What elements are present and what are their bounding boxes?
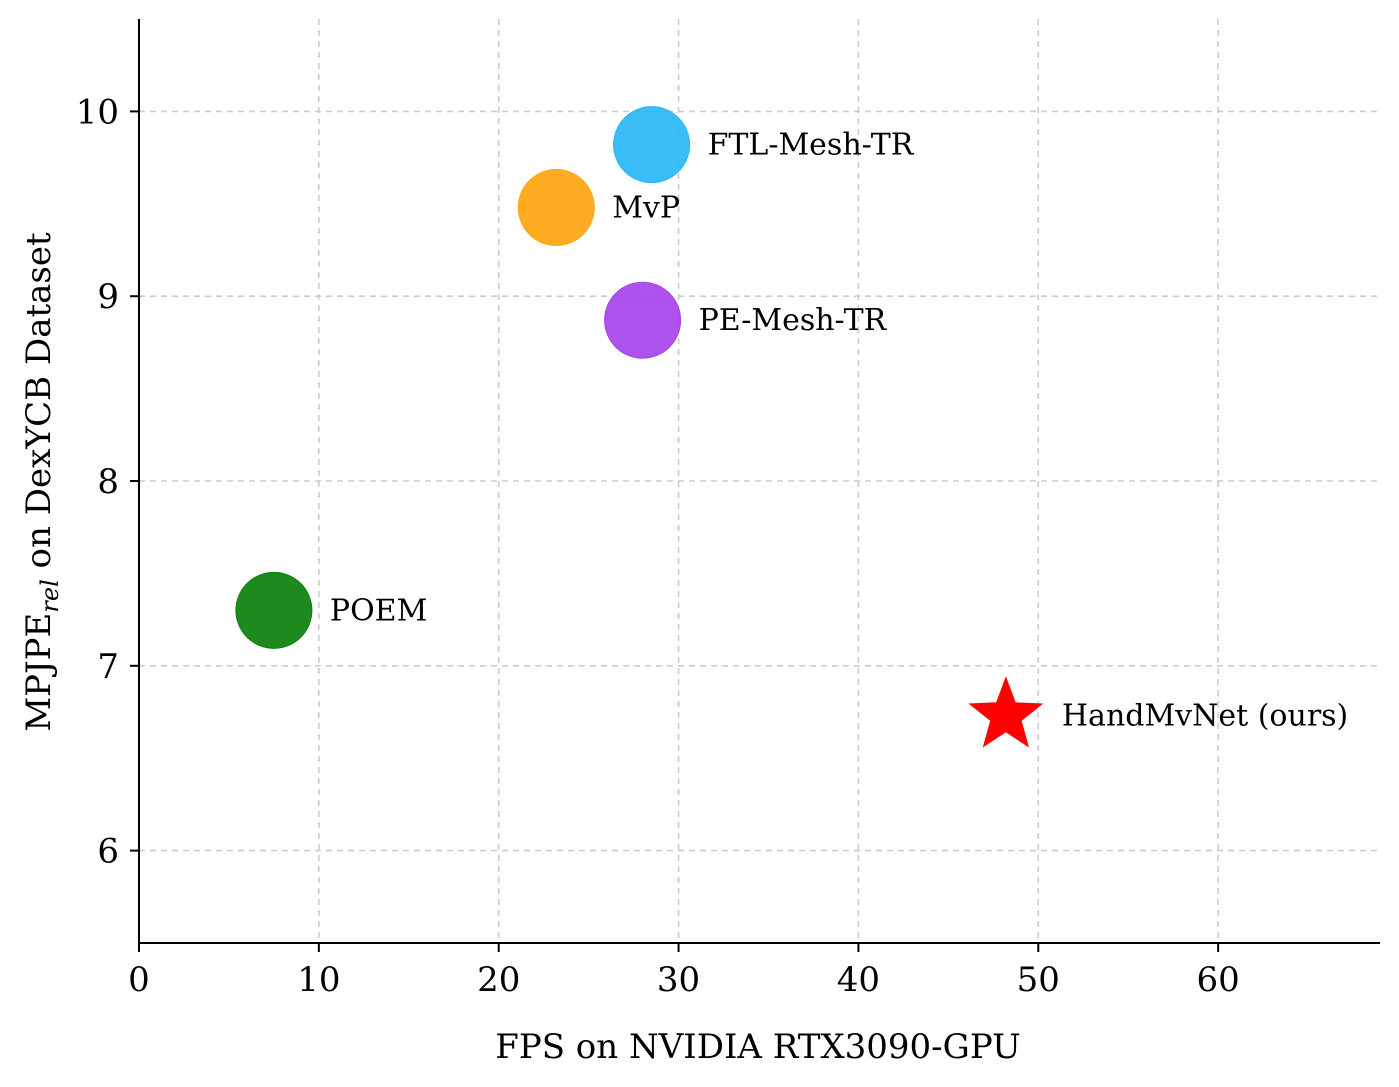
point-label-poem: POEM — [330, 593, 427, 628]
grid-layer — [139, 19, 1380, 943]
point-label-pe-mesh-tr: PE-Mesh-TR — [699, 303, 888, 338]
labels-layer: FTL-Mesh-TR MvP PE-Mesh-TR POEM HandMvNet (o… — [330, 128, 1348, 734]
y-axis-title-main: MPJPE — [19, 613, 59, 732]
point-label-mvp: MvP — [612, 190, 680, 225]
y-tick-label: 7 — [97, 647, 119, 687]
y-axis-title-rest: on DexYCB Dataset — [19, 232, 59, 579]
x-tick-label: 60 — [1196, 960, 1239, 1000]
x-tick-label: 30 — [657, 960, 700, 1000]
point-poem — [235, 571, 313, 649]
point-mvp — [517, 168, 595, 246]
x-tick-label: 0 — [128, 960, 150, 1000]
point-ftl-mesh-tr — [613, 106, 691, 184]
point-label-handmvnet-ours: HandMvNet (ours) — [1062, 699, 1348, 734]
y-axis-title-sub: rel — [36, 579, 64, 612]
point-pe-mesh-tr — [604, 281, 682, 359]
y-tick-label: 9 — [97, 277, 119, 317]
y-tick-label: 6 — [97, 832, 119, 872]
ticks-layer: 0 10 20 30 40 50 60 6 7 8 9 10 — [76, 92, 1240, 1000]
y-axis-title: MPJPErel on DexYCB Dataset — [19, 232, 64, 732]
x-axis-title: FPS on NVIDIA RTX3090-GPU — [495, 1027, 1021, 1067]
point-label-ftl-mesh-tr: FTL-Mesh-TR — [708, 128, 915, 163]
point-handmvnet-ours-star — [968, 676, 1044, 748]
x-tick-label: 40 — [837, 960, 880, 1000]
y-tick-label: 8 — [97, 462, 119, 502]
x-tick-label: 20 — [477, 960, 520, 1000]
x-tick-label: 50 — [1017, 960, 1060, 1000]
points-layer — [235, 106, 1044, 748]
y-tick-label: 10 — [76, 92, 119, 132]
x-tick-label: 10 — [297, 960, 340, 1000]
